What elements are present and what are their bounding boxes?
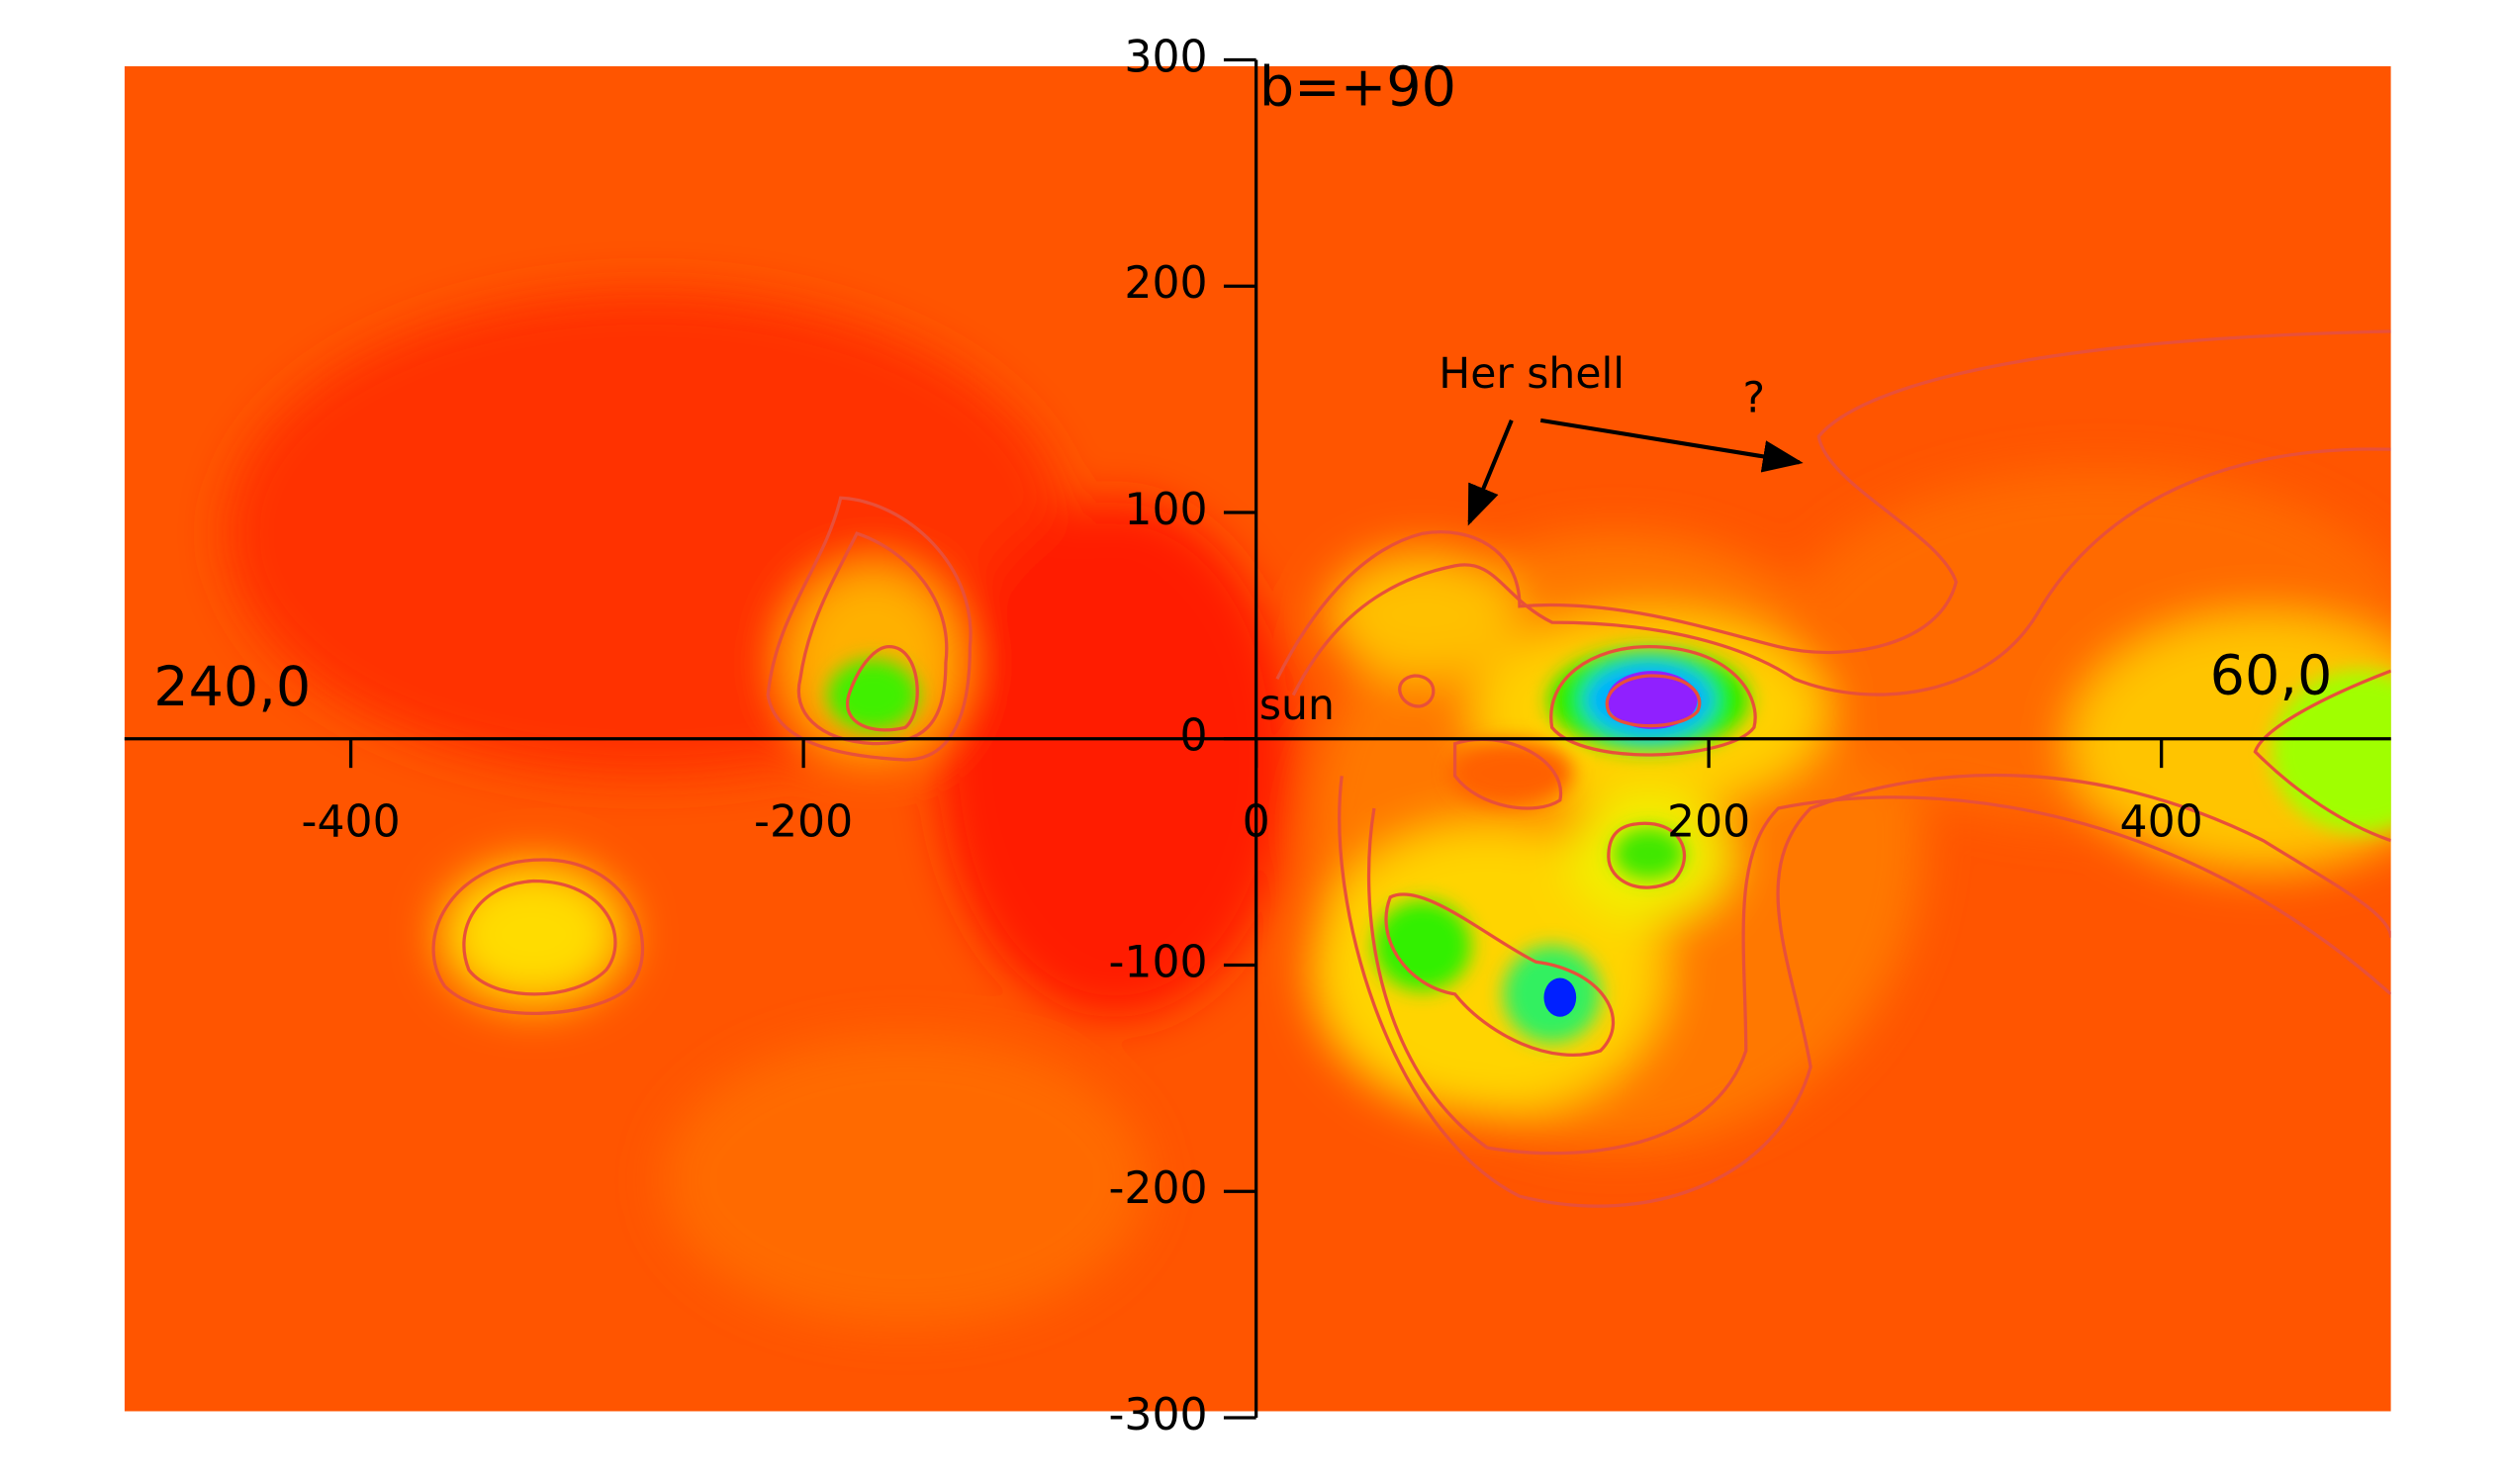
x-tick-label: 200 — [1667, 796, 1750, 847]
y-tick-label: 300 — [1124, 32, 1207, 82]
annotation: 240,0 — [153, 655, 311, 719]
y-tick-label: 100 — [1124, 485, 1207, 535]
arrow — [1539, 417, 1804, 473]
arrow — [1467, 419, 1514, 526]
annotation: Her shell — [1439, 350, 1625, 399]
y-tick-label: -200 — [1109, 1163, 1208, 1214]
contours — [431, 329, 2391, 1208]
annotation: b=+90 — [1259, 55, 1456, 120]
annotation: sun — [1259, 682, 1335, 730]
x-tick-label: -400 — [302, 796, 401, 847]
x-tick-label: 0 — [1243, 796, 1270, 847]
x-tick-label: 400 — [2120, 796, 2203, 847]
y-tick-label: -300 — [1109, 1390, 1208, 1440]
y-tick-label: -100 — [1109, 937, 1208, 987]
peak — [1607, 671, 1698, 729]
peak — [1543, 977, 1577, 1017]
annotation: ? — [1742, 375, 1765, 423]
y-tick-label: 0 — [1180, 711, 1208, 762]
x-tick-label: -200 — [754, 796, 853, 847]
y-tick-label: 200 — [1124, 258, 1207, 309]
annotation: 60,0 — [2210, 643, 2333, 707]
